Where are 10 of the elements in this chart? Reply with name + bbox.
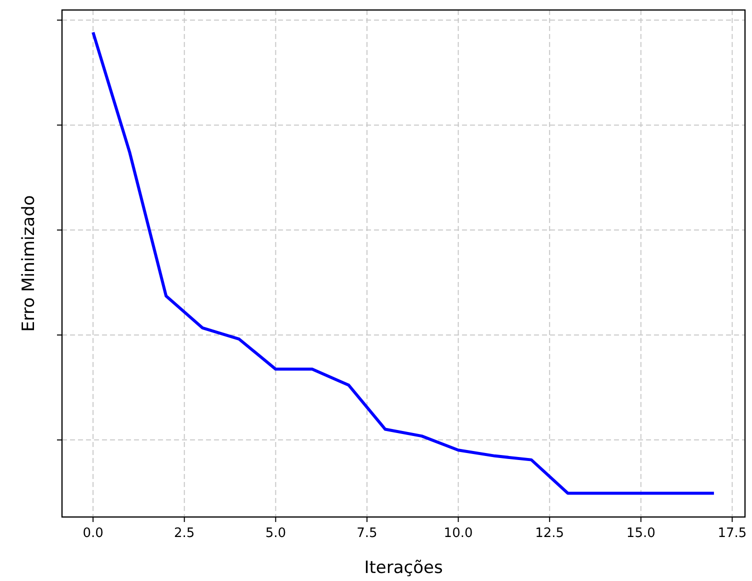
x-tick-label: 15.0 (626, 526, 656, 541)
x-tick-label: 2.5 (174, 526, 195, 541)
x-axis-title: Iterações (364, 558, 443, 578)
x-tick-label: 5.0 (265, 526, 286, 541)
y-axis-title: Erro Minimizado (19, 195, 39, 332)
x-tick-label: 10.0 (444, 526, 473, 541)
x-tick-label: 7.5 (356, 526, 378, 541)
x-tick-label: 17.5 (718, 526, 747, 541)
x-tick-label: 12.5 (535, 526, 564, 541)
x-tick-label: 0.0 (82, 526, 104, 541)
